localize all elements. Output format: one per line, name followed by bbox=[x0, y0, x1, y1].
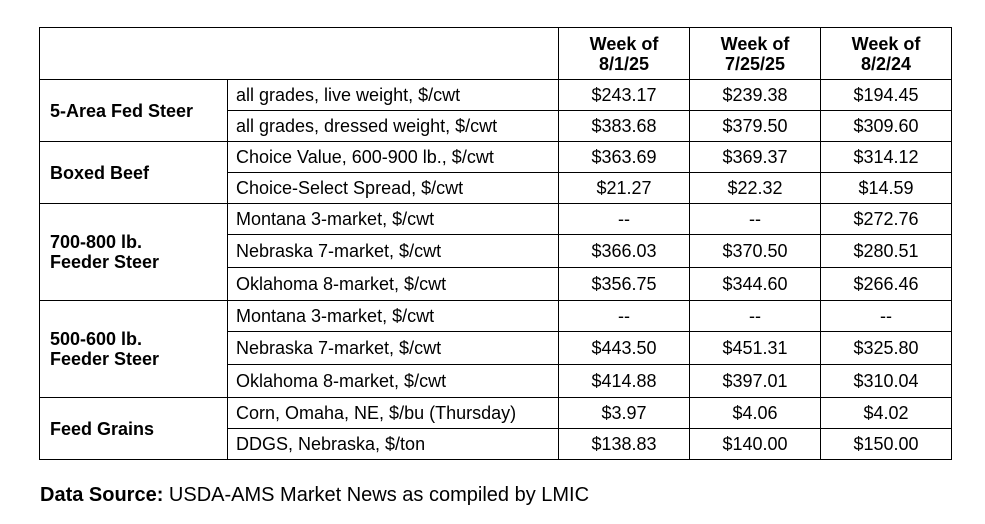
price-cell-week-3: $150.00 bbox=[820, 428, 952, 460]
price-cell-week-3: $194.45 bbox=[820, 79, 952, 111]
header-week-1: Week of 8/1/25 bbox=[558, 27, 690, 80]
price-cell-week-3: $272.76 bbox=[820, 203, 952, 235]
price-cell-week-1: $366.03 bbox=[558, 234, 690, 268]
header-week-2-line-1: Week of bbox=[720, 33, 790, 54]
group-label-line: Boxed Beef bbox=[50, 162, 150, 183]
table-row: Oklahoma 8-market, $/cwt $414.88 $397.01 $3… bbox=[40, 364, 952, 398]
header-week-2: Week of 7/25/25 bbox=[689, 27, 821, 80]
header-week-1-line-1: Week of bbox=[589, 33, 659, 54]
table-row: Nebraska 7-market, $/cwt $443.50 $451.31 $3… bbox=[40, 331, 952, 365]
row-description: Montana 3-market, $/cwt bbox=[227, 300, 559, 332]
row-description: DDGS, Nebraska, $/ton bbox=[227, 428, 559, 460]
price-table: Week of 8/1/25 Week of 7/25/25 Week of 8… bbox=[39, 27, 952, 460]
table-row: DDGS, Nebraska, $/ton $138.83 $140.00 $150.… bbox=[40, 428, 952, 460]
price-table-body: Week of 8/1/25 Week of 7/25/25 Week of 8… bbox=[39, 27, 952, 460]
price-cell-week-3: $309.60 bbox=[820, 110, 952, 142]
price-cell-week-3: $14.59 bbox=[820, 172, 952, 204]
price-cell-week-2: $239.38 bbox=[689, 79, 821, 111]
group-label-line: 5-Area Fed Steer bbox=[50, 100, 194, 121]
table-row: 700-800 lb. Feeder Steer Montana 3-market,… bbox=[39, 203, 952, 301]
price-cell-week-1: $383.68 bbox=[558, 110, 690, 142]
table-row: Nebraska 7-market, $/cwt $366.03 $370.50 $2… bbox=[40, 234, 952, 268]
row-description: all grades, dressed weight, $/cwt bbox=[227, 110, 559, 142]
header-week-3-line-1: Week of bbox=[851, 33, 921, 54]
price-cell-week-2: $397.01 bbox=[689, 364, 821, 398]
price-cell-week-1: -- bbox=[558, 300, 690, 332]
row-description: Montana 3-market, $/cwt bbox=[227, 203, 559, 235]
price-cell-week-2: $379.50 bbox=[689, 110, 821, 142]
row-description: Choice Value, 600-900 lb., $/cwt bbox=[227, 141, 559, 173]
header-week-2-line-2: 7/25/25 bbox=[724, 53, 786, 74]
price-cell-week-2: $22.32 bbox=[689, 172, 821, 204]
header-row: Week of 8/1/25 Week of 7/25/25 Week of 8… bbox=[39, 27, 952, 80]
price-cell-week-1: $3.97 bbox=[558, 397, 690, 429]
group-label-line: 700-800 lb. bbox=[50, 232, 143, 252]
row-description: Oklahoma 8-market, $/cwt bbox=[227, 364, 559, 398]
header-week-3-line-2: 8/2/24 bbox=[860, 53, 912, 74]
data-source-text: USDA-AMS Market News as compiled by LMIC bbox=[163, 484, 590, 506]
table-row: Oklahoma 8-market, $/cwt $356.75 $344.60 $2… bbox=[40, 267, 952, 301]
price-cell-week-2: $4.06 bbox=[689, 397, 821, 429]
price-cell-week-1: $356.75 bbox=[558, 267, 690, 301]
price-cell-week-1: $138.83 bbox=[558, 428, 690, 460]
row-description: Choice-Select Spread, $/cwt bbox=[227, 172, 559, 204]
price-cell-week-2: $140.00 bbox=[689, 428, 821, 460]
price-cell-week-1: $243.17 bbox=[558, 79, 690, 111]
price-cell-week-2: $344.60 bbox=[689, 267, 821, 301]
table-row: all grades, dressed weight, $/cwt $383.68… bbox=[40, 110, 952, 142]
price-cell-week-1: $443.50 bbox=[558, 331, 690, 365]
price-cell-week-2: $370.50 bbox=[689, 234, 821, 268]
price-cell-week-1: $21.27 bbox=[558, 172, 690, 204]
group-label-cell: Boxed Beef bbox=[39, 141, 228, 204]
table-row: 500-600 lb. Feeder Steer Montana 3-market,… bbox=[39, 300, 952, 398]
price-cell-week-2: $451.31 bbox=[689, 331, 821, 365]
group-label-line: Feeder Steer bbox=[50, 252, 160, 272]
price-cell-week-1: $363.69 bbox=[558, 141, 690, 173]
group-label-line: Feeder Steer bbox=[50, 349, 160, 369]
price-cell-week-1: -- bbox=[558, 203, 690, 235]
header-week-3: Week of 8/2/24 bbox=[820, 27, 952, 80]
table-row: 5-Area Fed Steer all grades, live weight,… bbox=[39, 79, 952, 142]
price-cell-week-1: $414.88 bbox=[558, 364, 690, 398]
row-description: Oklahoma 8-market, $/cwt bbox=[227, 267, 559, 301]
price-cell-week-3: $314.12 bbox=[820, 141, 952, 173]
row-description: Nebraska 7-market, $/cwt bbox=[227, 234, 559, 268]
row-description: Corn, Omaha, NE, $/bu (Thursday) bbox=[227, 397, 559, 429]
price-cell-week-3: $266.46 bbox=[820, 267, 952, 301]
price-cell-week-3: -- bbox=[820, 300, 952, 332]
price-cell-week-3: $280.51 bbox=[820, 234, 952, 268]
price-cell-week-2: -- bbox=[689, 203, 821, 235]
group-label-line: 500-600 lb. bbox=[50, 329, 143, 349]
group-label-cell: 700-800 lb. Feeder Steer bbox=[39, 203, 228, 301]
price-cell-week-3: $310.04 bbox=[820, 364, 952, 398]
group-label-cell: Feed Grains bbox=[39, 397, 228, 460]
row-description: Nebraska 7-market, $/cwt bbox=[227, 331, 559, 365]
group-label-cell: 5-Area Fed Steer bbox=[39, 79, 228, 142]
group-label-line: Feed Grains bbox=[50, 418, 155, 439]
group-label-cell: 500-600 lb. Feeder Steer bbox=[39, 300, 228, 398]
data-source-label: Data Source: bbox=[40, 484, 164, 506]
table-row: Choice-Select Spread, $/cwt $21.27 $22.32 $… bbox=[40, 172, 952, 204]
table-row: Feed Grains Corn, Omaha, NE, $/bu (Thursd… bbox=[39, 397, 952, 460]
header-week-1-line-2: 8/1/25 bbox=[598, 53, 650, 74]
row-description: all grades, live weight, $/cwt bbox=[227, 79, 559, 111]
price-cell-week-2: -- bbox=[689, 300, 821, 332]
price-cell-week-3: $4.02 bbox=[820, 397, 952, 429]
table-row: Boxed Beef Choice Value, 600-900 lb., $/c… bbox=[39, 141, 952, 204]
price-cell-week-2: $369.37 bbox=[689, 141, 821, 173]
price-cell-week-3: $325.80 bbox=[820, 331, 952, 365]
header-empty-cell bbox=[39, 27, 559, 80]
data-source-note: Data Source: USDA-AMS Market News as com… bbox=[40, 484, 589, 507]
